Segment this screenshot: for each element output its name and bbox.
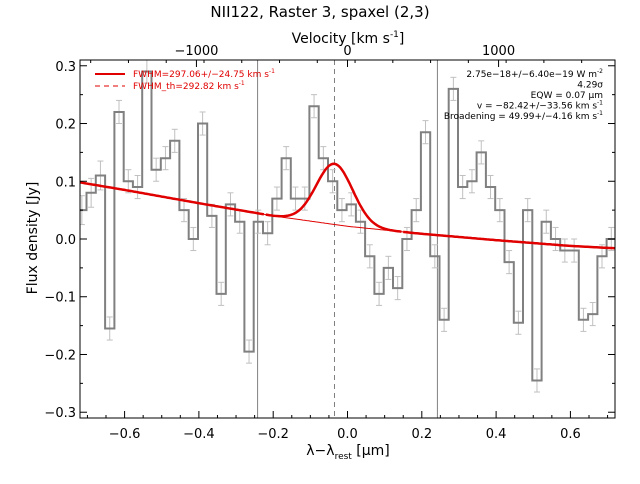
- spectrum-point: [517, 322, 519, 324]
- spectrum-point: [341, 209, 343, 211]
- spectrum-point: [425, 131, 427, 133]
- x-tick-label: −0.4: [183, 427, 215, 442]
- spectrum-point: [480, 151, 482, 153]
- fit-annotation: 4.29σ: [577, 81, 603, 91]
- x-tick-label: 0.4: [486, 427, 507, 442]
- continuum-line: [80, 181, 615, 249]
- fit-annotation: Broadening = 49.99+/−4.16 km s-1: [444, 110, 603, 122]
- spectrum-point: [90, 192, 92, 194]
- spectrum-point: [564, 250, 566, 252]
- spectrum-point: [313, 105, 315, 107]
- spectrum-point: [239, 221, 241, 223]
- y-axis-label: Flux density [Jy]: [25, 182, 41, 295]
- x-tick-label: −0.6: [109, 427, 141, 442]
- spectrum-point: [109, 328, 111, 329]
- fit-annotation: 2.75e−18+/−6.40e−19 W m-2: [466, 68, 603, 80]
- spectrum-point: [471, 180, 473, 182]
- x-tick-label: 0.2: [411, 427, 432, 442]
- spectrum-point: [527, 209, 529, 211]
- spectrum-point: [267, 232, 269, 234]
- spectrum-point: [378, 293, 380, 295]
- spectrum-point: [397, 287, 399, 289]
- spectrum-point: [462, 186, 464, 188]
- chart-title: NII122, Raster 3, spaxel (2,3): [210, 3, 429, 21]
- spectrum-point: [285, 157, 287, 159]
- gaussian-fit-line: [265, 162, 402, 233]
- continuum-fit-left: [80, 181, 265, 216]
- spectrum-point: [332, 180, 334, 182]
- x-tick-label: 0.0: [337, 427, 358, 442]
- spectrum-point: [164, 157, 166, 159]
- continuum-fit-right: [403, 230, 615, 250]
- spectrum-point: [127, 180, 129, 182]
- y-tick-label: −0.1: [44, 291, 76, 306]
- top-axis-label: Velocity [km s-1]: [292, 30, 405, 47]
- y-tick-label: 0.0: [55, 233, 76, 248]
- spectrum-point: [322, 157, 324, 159]
- spectrum-point: [276, 198, 278, 200]
- spectrum-point: [257, 221, 259, 223]
- plot-content: [80, 60, 615, 418]
- spectrum-point: [490, 186, 492, 188]
- legend-label: FWHM_th=292.82 km s-1: [133, 80, 245, 92]
- fit-annotation: v = −82.42+/−33.56 km s-1: [477, 100, 603, 112]
- top-tick-label: −1000: [174, 44, 218, 59]
- spectrum-point: [360, 221, 362, 223]
- spectrum-point: [434, 255, 436, 257]
- spectrum-step-line: [80, 70, 615, 382]
- spectrum-point: [555, 238, 557, 240]
- spectrum-point: [350, 203, 352, 205]
- spectrum-point: [573, 250, 575, 252]
- spectrum-point: [499, 209, 501, 211]
- spectrum-point: [304, 198, 306, 200]
- spectrum-point: [248, 351, 250, 353]
- spectrum-point: [387, 267, 389, 269]
- spectrum-point: [452, 88, 454, 90]
- spectrum-point: [202, 123, 204, 125]
- spectrum-point: [406, 238, 408, 240]
- spectrum-point: [582, 319, 584, 321]
- spectrum-point: [192, 238, 194, 240]
- legend: FWHM=297.06+/−24.75 km s-1FWHM_th=292.82…: [95, 68, 275, 92]
- spectrum-point: [415, 209, 417, 211]
- spectrum-point: [183, 209, 185, 211]
- spectrum-point: [137, 186, 139, 188]
- top-tick-label: 1000: [482, 44, 515, 59]
- y-tick-label: 0.3: [55, 60, 76, 75]
- plot-area: [80, 60, 615, 418]
- spectrum-point: [294, 198, 296, 200]
- top-tick-label: 0: [343, 44, 351, 59]
- spectrum-point: [545, 221, 547, 223]
- spectrum-point: [443, 319, 445, 321]
- spectrum-point: [601, 255, 603, 257]
- spectrum-point: [536, 379, 538, 381]
- y-tick-label: −0.2: [44, 348, 76, 363]
- axes: −0.6 −0.4 −0.2 0.0 0.2 0.4 0.6 −0.3 −0.2 −0.1 0.0 0…: [44, 44, 616, 442]
- x-tick-label: 0.6: [560, 427, 581, 442]
- spectrum-point: [508, 261, 510, 263]
- fit-annotation: EQW = 0.07 μm: [531, 91, 603, 101]
- spectrum-point: [118, 111, 120, 113]
- x-tick-label: −0.2: [257, 427, 289, 442]
- spectrum-point: [220, 293, 222, 295]
- y-tick-label: 0.2: [55, 118, 76, 133]
- spectrum-point: [174, 140, 176, 142]
- x-axis-label: λ−λrest [μm]: [306, 443, 390, 462]
- spectrum-point: [229, 203, 231, 205]
- y-tick-label: −0.3: [44, 406, 76, 421]
- spectrum-point: [99, 174, 101, 176]
- spectrum-point: [592, 313, 594, 315]
- spectrum-point: [211, 215, 213, 217]
- spectrum-point: [155, 169, 157, 171]
- spectrum-point: [369, 255, 371, 257]
- legend-label: FWHM=297.06+/−24.75 km s-1: [133, 68, 275, 80]
- spectrum-point: [146, 71, 148, 73]
- y-tick-label: 0.1: [55, 175, 76, 190]
